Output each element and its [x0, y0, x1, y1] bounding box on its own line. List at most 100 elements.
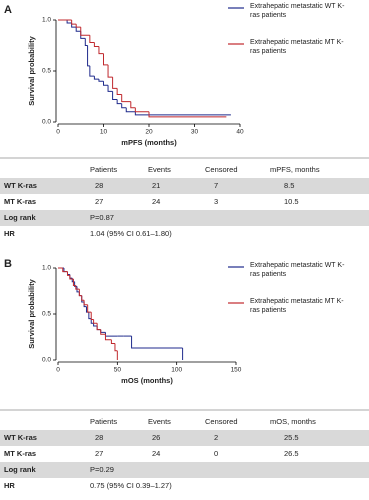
y-tick-label: 0.5: [42, 311, 51, 318]
panel-label: A: [4, 4, 12, 16]
row-band: [0, 178, 369, 194]
x-tick-label: 0: [56, 129, 60, 136]
table-cell: 25.5: [284, 433, 299, 442]
survival-step: [93, 323, 98, 327]
survival-step: [107, 64, 113, 78]
survival-step: [93, 42, 99, 48]
survival-step: [98, 46, 104, 55]
row-label: HR: [4, 481, 15, 490]
survival-step: [66, 271, 70, 276]
row-label: MT K-ras: [4, 449, 36, 458]
x-tick-label: 30: [191, 129, 199, 136]
x-tick-label: 40: [236, 129, 244, 136]
table-header: Events: [148, 417, 171, 426]
x-tick-label: 50: [114, 367, 122, 374]
survival-step: [75, 24, 81, 28]
legend-label: Extrahepatic metastatic WT K-ras patient…: [250, 3, 345, 19]
table-header: Patients: [90, 165, 117, 174]
survival-step: [83, 300, 88, 306]
survival-step: [125, 107, 136, 113]
survival-step: [89, 35, 95, 43]
row-label: Log rank: [4, 213, 36, 222]
table-cell: 21: [152, 181, 160, 190]
row-label: WT K-ras: [4, 181, 37, 190]
row-label: HR: [4, 229, 15, 238]
survival-step: [121, 94, 131, 103]
table-cell: 28: [95, 433, 103, 442]
survival-step: [84, 38, 88, 46]
row-band: [0, 210, 369, 226]
survival-step: [114, 343, 118, 352]
table-cell: 3: [214, 197, 218, 206]
table-cell: 26.5: [284, 449, 299, 458]
survival-step: [103, 53, 109, 66]
panel-label: B: [4, 258, 12, 270]
x-tick-label: 100: [171, 367, 182, 374]
y-tick-label: 0.0: [42, 357, 51, 364]
x-tick-label: 20: [145, 129, 153, 136]
table-cell: 27: [95, 449, 103, 458]
table-header: Patients: [90, 417, 117, 426]
survival-step: [104, 332, 118, 337]
survival-step: [62, 268, 68, 273]
y-tick-label: 1.0: [42, 17, 51, 24]
survival-step: [78, 289, 82, 297]
survival-step: [76, 286, 80, 293]
survival-step: [71, 20, 77, 25]
y-tick-label: 1.0: [42, 265, 51, 272]
survival-step: [80, 31, 86, 39]
legend-label: Extrahepatic metastatic WT K-ras patient…: [250, 262, 345, 278]
survival-step: [112, 91, 118, 101]
x-tick-label: 0: [56, 367, 60, 374]
survival-step: [130, 101, 136, 109]
x-axis-title: mOS (months): [121, 376, 173, 385]
survival-step: [89, 65, 95, 77]
survival-step: [96, 323, 101, 331]
table-cell: 24: [152, 197, 160, 206]
table-cell: P=0.87: [90, 213, 114, 222]
table-header: mOS, months: [270, 417, 316, 426]
survival-step: [69, 275, 74, 280]
y-axis-title: Survival probability: [27, 278, 36, 348]
table-cell: 7: [214, 181, 218, 190]
table-cell: 27: [95, 197, 103, 206]
survival-step: [121, 103, 127, 109]
survival-step: [104, 334, 112, 341]
survival-step: [148, 111, 227, 118]
survival-step: [134, 111, 231, 116]
row-label: MT K-ras: [4, 197, 36, 206]
table-header: Censored: [205, 417, 238, 426]
row-band: [0, 462, 369, 478]
table-cell: 0: [214, 449, 218, 458]
survival-step: [107, 85, 113, 92]
y-tick-label: 0.0: [42, 119, 51, 126]
table-cell: 8.5: [284, 181, 294, 190]
survival-step: [103, 81, 109, 86]
survival-step: [93, 76, 99, 80]
table-cell: P=0.29: [90, 465, 114, 474]
survival-step: [90, 312, 94, 321]
survival-step: [75, 285, 80, 290]
y-axis-title: Survival probability: [27, 35, 36, 105]
survival-step: [93, 319, 98, 324]
row-label: Log rank: [4, 465, 36, 474]
survival-step: [75, 27, 81, 32]
survival-step: [90, 318, 94, 324]
survival-step: [116, 99, 122, 105]
legend-label: Extrahepatic metastatic MT K-ras patient…: [250, 39, 344, 55]
table-cell: 10.5: [284, 197, 299, 206]
survival-step: [116, 88, 122, 95]
table-header: Censored: [205, 165, 238, 174]
table-cell: 2: [214, 433, 218, 442]
x-tick-label: 150: [231, 367, 242, 374]
row-label: WT K-ras: [4, 433, 37, 442]
row-band: [0, 430, 369, 446]
survival-step: [63, 268, 68, 273]
table-cell: 0.75 (95% CI 0.39–1.27): [90, 481, 172, 490]
legend-label: Extrahepatic metastatic MT K-ras patient…: [250, 298, 344, 314]
x-tick-label: 10: [100, 129, 108, 136]
survival-step: [87, 304, 92, 313]
survival-step: [96, 325, 101, 331]
